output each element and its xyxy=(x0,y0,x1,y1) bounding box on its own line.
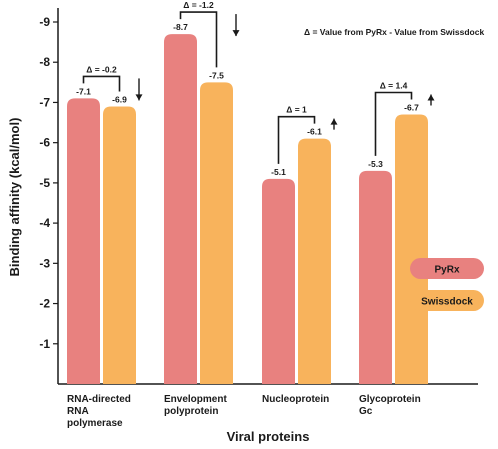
category-label: polyprotein xyxy=(164,406,218,417)
arrow-head xyxy=(135,94,143,101)
legend-label-pyrx: PyRx xyxy=(434,265,459,276)
y-tick-label: -6 xyxy=(39,136,50,150)
arrow-up-icon xyxy=(330,118,338,130)
data-label-swissdock: -6.9 xyxy=(112,94,127,104)
y-tick-label: -5 xyxy=(39,176,50,190)
category-label: Gc xyxy=(359,406,373,417)
bar-swissdock xyxy=(298,138,331,384)
y-tick-label: -1 xyxy=(39,337,50,351)
data-label-swissdock: -6.1 xyxy=(307,127,322,137)
bar-pyrx xyxy=(164,34,197,385)
x-axis-title: Viral proteins xyxy=(227,429,310,444)
y-axis-title: Binding affinity (kcal/mol) xyxy=(7,118,22,277)
y-tick-label: -3 xyxy=(39,256,50,270)
category-label: RNA-directed xyxy=(67,394,131,405)
bar-swissdock xyxy=(395,114,428,384)
y-tick-label: -9 xyxy=(39,15,50,29)
arrow-head xyxy=(232,30,240,37)
arrow-head xyxy=(330,118,338,125)
delta-bracket xyxy=(179,11,218,68)
category-label: Envelopment xyxy=(164,394,227,405)
bar-swissdock xyxy=(103,106,136,384)
y-tick-label: -7 xyxy=(39,95,50,109)
y-tick-label: -2 xyxy=(39,297,50,311)
bar-pyrx xyxy=(262,178,295,384)
data-label-pyrx: -5.1 xyxy=(271,167,286,177)
delta-label: Δ = -1.2 xyxy=(183,0,214,10)
data-label-pyrx: -8.7 xyxy=(173,22,188,32)
bar-pyrx xyxy=(359,170,392,384)
arrow-up-icon xyxy=(427,94,435,106)
y-tick-label: -8 xyxy=(39,55,50,69)
y-tick-label: -4 xyxy=(39,216,50,230)
delta-label: Δ = 1 xyxy=(286,105,307,115)
category-label: RNA xyxy=(67,406,89,417)
arrow-head xyxy=(427,94,435,101)
delta-bracket xyxy=(374,91,413,156)
delta-bracket xyxy=(82,75,121,92)
delta-label: Δ = 1.4 xyxy=(380,81,408,91)
category-label: Nucleoprotein xyxy=(262,394,329,405)
data-label-swissdock: -6.7 xyxy=(404,103,419,113)
delta-label: Δ = -0.2 xyxy=(86,64,117,74)
delta-definition-note: Δ = Value from PyRx - Value from Swissdo… xyxy=(304,27,484,37)
legend-swatch-pyrx xyxy=(410,258,484,279)
bar-swissdock xyxy=(200,82,233,384)
legend-swatch-swissdock xyxy=(410,290,484,311)
legend: PyRx Swissdock xyxy=(410,258,484,311)
data-label-swissdock: -7.5 xyxy=(209,70,224,80)
category-label: polymerase xyxy=(67,418,123,429)
bars xyxy=(67,34,428,385)
data-label-pyrx: -5.3 xyxy=(368,159,383,169)
delta-bracket xyxy=(277,115,316,164)
annotations: Δ = -0.2 Δ = -1.2 Δ = 1 Δ = 1.4 Δ = Value fr… xyxy=(82,0,484,164)
data-label-pyrx: -7.1 xyxy=(76,86,91,96)
arrow-down-icon xyxy=(135,78,143,101)
legend-label-swissdock: Swissdock xyxy=(421,297,473,308)
arrow-down-icon xyxy=(232,14,240,37)
bar-pyrx xyxy=(67,98,100,384)
category-label: Glycoprotein xyxy=(359,394,421,405)
